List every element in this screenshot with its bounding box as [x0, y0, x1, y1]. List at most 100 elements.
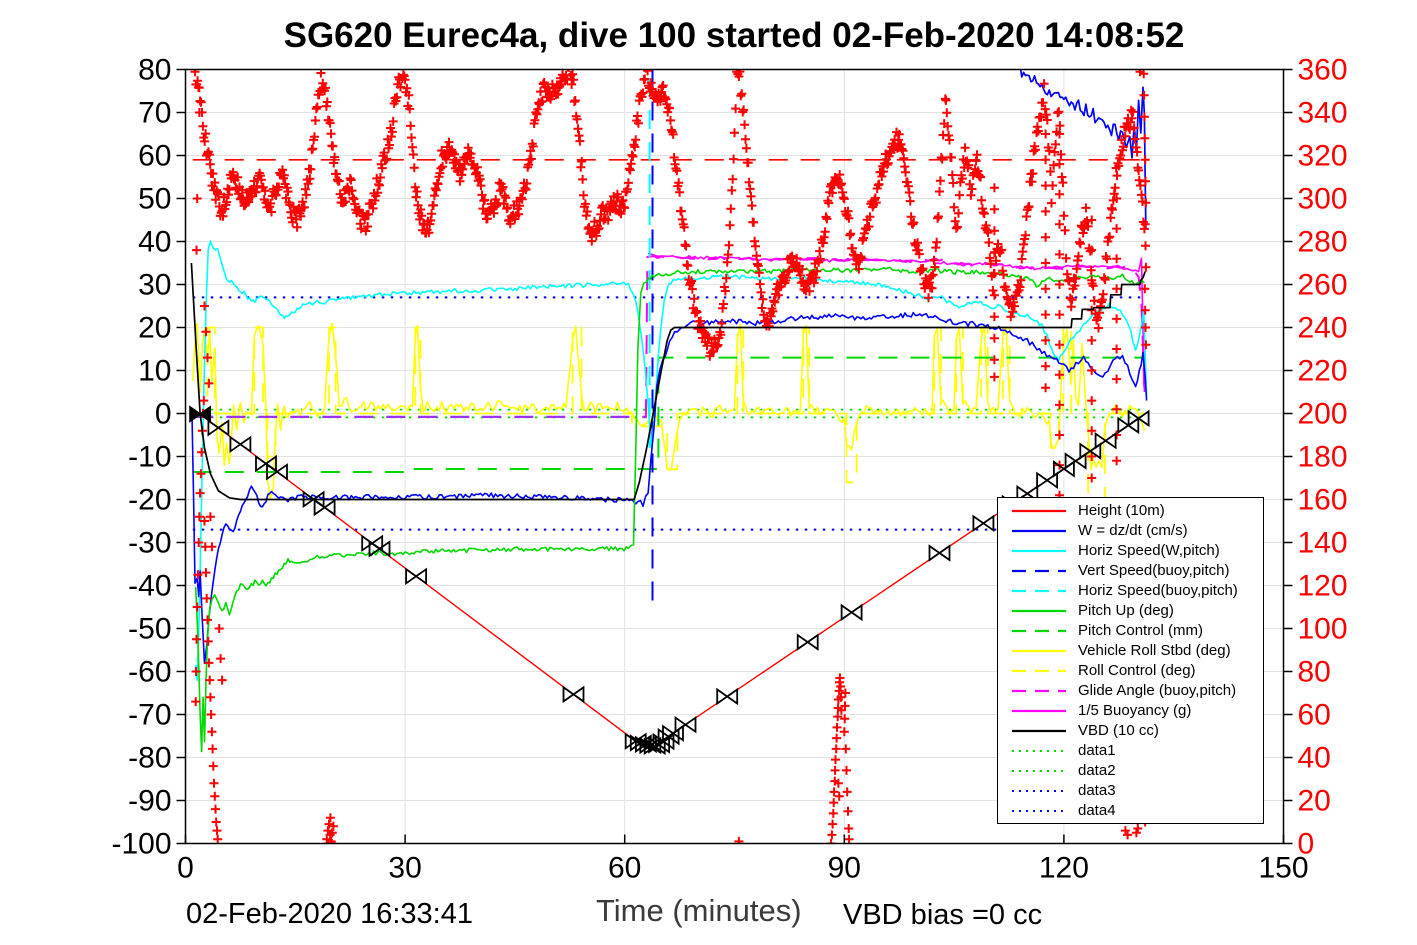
y-left-tick-label: 60: [138, 140, 171, 173]
x-tick-label: 60: [608, 852, 641, 885]
series-vert-speed-surface: [1019, 69, 1147, 229]
legend-item-label: Vert Speed(buoy,pitch): [1078, 562, 1230, 579]
legend-swatch-icon: [1012, 689, 1066, 692]
series-vehicle-roll-stbd: [192, 322, 1146, 500]
y-right-tick-label: 280: [1298, 226, 1348, 259]
vbd-bias-label: VBD bias =0 cc: [843, 899, 1043, 931]
y-right-tick-label: 360: [1298, 54, 1348, 87]
y-left-tick-label: -20: [128, 484, 171, 517]
axis-tick-labels: -100-90-80-70-60-50-40-30-20-10010203040…: [111, 54, 1347, 885]
legend-swatch-icon: [1012, 549, 1066, 552]
y-left-tick-label: 80: [138, 54, 171, 87]
data-series-layer: [189, 69, 1151, 844]
legend-item-6: Pitch Up (deg): [998, 601, 1263, 620]
legend-item-16: data4: [998, 801, 1263, 820]
axis-ticks: [176, 68, 1293, 845]
legend-item-14: data2: [998, 761, 1263, 780]
figure-title: SG620 Eurec4a, dive 100 started 02-Feb-2…: [283, 16, 1185, 55]
y-right-tick-label: 300: [1298, 183, 1348, 216]
y-left-tick-label: -40: [128, 570, 171, 603]
legend-item-label: Pitch Control (mm): [1078, 622, 1204, 639]
legend-item-label: data4: [1078, 802, 1116, 819]
legend-swatch-icon: [1012, 529, 1066, 532]
legend-swatch-icon: [1012, 589, 1066, 592]
y-right-tick-label: 320: [1298, 140, 1348, 173]
y-left-tick-label: -10: [128, 441, 171, 474]
legend-item-15: data3: [998, 781, 1263, 800]
y-left-tick-label: -70: [128, 699, 171, 732]
legend-item-4: Vert Speed(buoy,pitch): [998, 561, 1263, 580]
x-tick-label: 120: [1039, 852, 1089, 885]
y-right-tick-label: 200: [1298, 398, 1348, 431]
legend: Height (10m) W = dz/dt (cm/s) Horiz Speed(…: [997, 497, 1264, 824]
legend-item-label: Vehicle Roll Stbd (deg): [1078, 642, 1231, 659]
legend-item-label: data1: [1078, 742, 1116, 759]
legend-swatch-icon: [1012, 629, 1066, 632]
legend-item-1: Height (10m): [998, 501, 1263, 520]
legend-item-12: VBD (10 cc): [998, 721, 1263, 740]
y-right-tick-label: 180: [1298, 441, 1348, 474]
legend-item-label: W = dz/dt (cm/s): [1078, 522, 1188, 539]
y-left-tick-label: 50: [138, 183, 171, 216]
y-right-tick-label: 80: [1298, 656, 1331, 689]
legend-swatch-icon: [1012, 769, 1066, 772]
y-left-tick-label: -100: [111, 828, 171, 861]
legend-item-7: Pitch Control (mm): [998, 621, 1263, 640]
y-right-tick-label: 40: [1298, 742, 1331, 775]
start-timestamp-label: 02-Feb-2020 16:33:41: [186, 898, 473, 930]
legend-item-2: W = dz/dt (cm/s): [998, 521, 1263, 540]
y-left-tick-label: -30: [128, 527, 171, 560]
legend-swatch-icon: [1012, 609, 1066, 612]
x-axis-label: Time (minutes): [596, 893, 802, 928]
x-tick-label: 150: [1258, 852, 1308, 885]
y-left-tick-label: 40: [138, 226, 171, 259]
legend-item-label: Pitch Up (deg): [1078, 602, 1174, 619]
legend-item-label: Glide Angle (buoy,pitch): [1078, 682, 1237, 699]
y-left-tick-label: -90: [128, 785, 171, 818]
series-glide-angle-climb: [644, 255, 1146, 419]
y-left-tick-label: 30: [138, 269, 171, 302]
y-left-tick-label: 0: [155, 398, 172, 431]
legend-item-label: Height (10m): [1078, 502, 1165, 519]
legend-item-label: VBD (10 cc): [1078, 722, 1159, 739]
legend-item-label: Horiz Speed(buoy,pitch): [1078, 582, 1238, 599]
legend-swatch-icon: [1012, 809, 1066, 812]
legend-swatch-icon: [1012, 749, 1066, 752]
legend-swatch-icon: [1012, 509, 1066, 512]
x-tick-label: 90: [828, 852, 861, 885]
legend-item-10: Glide Angle (buoy,pitch): [998, 681, 1263, 700]
legend-item-label: Roll Control (deg): [1078, 662, 1196, 679]
series-vbd: [190, 262, 1146, 501]
y-left-tick-label: -80: [128, 742, 171, 775]
series-heading: [190, 69, 1151, 844]
legend-item-13: data1: [998, 741, 1263, 760]
legend-item-3: Horiz Speed(W,pitch): [998, 541, 1263, 560]
y-right-tick-label: 220: [1298, 355, 1348, 388]
series-pitch-control: [192, 356, 1145, 473]
legend-swatch-icon: [1012, 669, 1066, 672]
legend-item-label: Horiz Speed(W,pitch): [1078, 542, 1220, 559]
y-left-tick-label: 70: [138, 97, 171, 130]
y-right-tick-label: 0: [1298, 828, 1315, 861]
y-right-tick-label: 20: [1298, 785, 1331, 818]
series-pitch-up: [194, 266, 1145, 753]
legend-item-9: Roll Control (deg): [998, 661, 1263, 680]
y-left-tick-label: -60: [128, 656, 171, 689]
y-right-tick-label: 260: [1298, 269, 1348, 302]
legend-item-8: Vehicle Roll Stbd (deg): [998, 641, 1263, 660]
legend-swatch-icon: [1012, 729, 1066, 732]
legend-swatch-icon: [1012, 709, 1066, 712]
legend-swatch-icon: [1012, 569, 1066, 572]
y-right-tick-label: 100: [1298, 613, 1348, 646]
height-marker-icon: [189, 405, 1150, 756]
series-horiz-speed-w: [194, 240, 1148, 681]
legend-item-5: Horiz Speed(buoy,pitch): [998, 581, 1263, 600]
y-left-tick-label: 10: [138, 355, 171, 388]
y-left-tick-label: 20: [138, 312, 171, 345]
x-tick-label: 0: [177, 852, 194, 885]
legend-item-11: 1/5 Buoyancy (g): [998, 701, 1263, 720]
y-right-tick-label: 120: [1298, 570, 1348, 603]
y-right-tick-label: 140: [1298, 527, 1348, 560]
y-right-tick-label: 240: [1298, 312, 1348, 345]
